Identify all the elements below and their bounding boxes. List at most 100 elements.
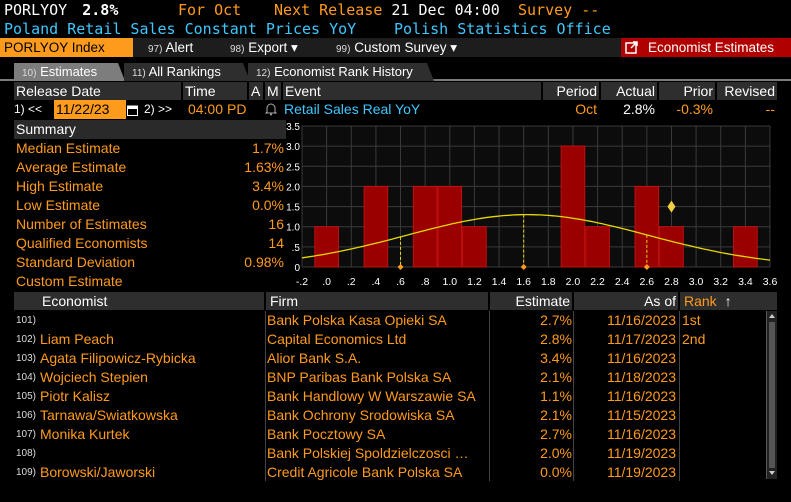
x-tick-label: .0 (322, 276, 331, 288)
alert-button[interactable]: 97) Alert (148, 40, 194, 55)
col-a[interactable]: A (249, 82, 263, 100)
next-release: Next Release 21 Dec 04:00 (274, 1, 500, 19)
table-row[interactable]: 109) Borowski/Jaworski Credit Agricole Ban… (16, 464, 676, 480)
x-tick-label: 1.8 (541, 276, 556, 288)
col-period[interactable]: Period (543, 82, 599, 100)
summary-row-custom[interactable]: Custom Estimate (16, 273, 123, 289)
external-link-icon (625, 41, 638, 54)
y-tick-label: 1.0 (286, 223, 300, 234)
y-tick-label: 3.0 (286, 142, 300, 153)
event-name[interactable]: Retail Sales Real YoY (284, 101, 421, 117)
x-tick-label: 3.0 (689, 276, 704, 288)
x-tick-label: 2.8 (664, 276, 679, 288)
scroll-down-icon (769, 471, 775, 475)
x-tick-label: 3.2 (713, 276, 728, 288)
release-pd: PD (227, 101, 247, 117)
y-tick-label: 3.5 (286, 122, 300, 133)
command-bar: PORLYOY Index 97) Alert 98) Export ▾ 99)… (0, 38, 791, 57)
export-button[interactable]: 98) Export ▾ (230, 40, 298, 55)
marker-diamond (643, 264, 650, 270)
table-row[interactable]: 105) Piotr Kalisz Bank Handlowy W Warszawi… (16, 388, 676, 404)
col-rank[interactable]: Rank ↑ (680, 292, 777, 310)
economist-estimates-button[interactable]: Economist Estimates (621, 38, 791, 57)
col-firm[interactable]: Firm (266, 292, 488, 310)
marker-diamond (397, 264, 404, 270)
actual-value: 2.8% (623, 101, 655, 117)
estimates-histogram: 0 .5 1.0 1.5 2.0 2.5 3.0 3.5 -.2 .0 .2 .4 .6 .8 1.0 1.2… (286, 122, 777, 288)
title-line: PORLYOY 2.8% For Oct Next Release 21 Dec… (4, 1, 599, 20)
x-tick-label: 3.4 (738, 276, 753, 288)
actual-marker (667, 200, 676, 213)
x-tick-label: 1.2 (467, 276, 482, 288)
prev-release-button[interactable]: 1) << (14, 102, 43, 116)
x-tick-label: .8 (421, 276, 430, 288)
x-tick-label: -.2 (296, 276, 308, 288)
col-release-date[interactable]: Release Date (14, 82, 181, 100)
col-actual[interactable]: Actual (601, 82, 657, 100)
indicator-name: Poland Retail Sales Constant Prices YoY (4, 20, 357, 38)
histogram-bar (412, 185, 438, 268)
indicator-line: Poland Retail Sales Constant Prices YoY … (4, 20, 611, 38)
summary-row: Number of Estimates 16 (16, 216, 284, 232)
revised-value: -- (765, 101, 775, 117)
histogram-bar (462, 226, 487, 268)
summary-row: Standard Deviation 0.98% (16, 254, 284, 270)
period-value: Oct (575, 101, 597, 117)
economist-table: 101) Bank Polska Kasa Opieki SA 2.7% 11/16/… (0, 311, 791, 481)
tab-all-rankings[interactable]: 11) All Rankings (124, 63, 250, 81)
table-scrollbar[interactable] (766, 311, 777, 479)
table-row[interactable]: 107) Monika Kurtek Bank Pocztowy SA 2.7% 11/… (16, 426, 676, 442)
index-button[interactable]: PORLYOY Index (0, 38, 133, 57)
next-release-button[interactable]: 2) >> (144, 102, 173, 116)
table-row[interactable]: 102) Liam Peach Capital Economics Ltd 2.8% 1… (16, 331, 706, 347)
sort-up-icon: ↑ (724, 293, 732, 309)
last-value: 2.8% (82, 1, 119, 19)
x-tick-label: .6 (396, 276, 405, 288)
table-row[interactable]: 106) Tarnawa/Swiatkowska Bank Ochrony Srod… (16, 407, 676, 423)
x-tick-label: 1.4 (492, 276, 507, 288)
tab-bar: 10) Estimates 11) All Rankings 12) Econo… (0, 60, 791, 81)
histogram-bar (659, 226, 684, 268)
summary-panel: Summary Median Estimate 1.7% Average Esti… (14, 120, 286, 289)
calendar-icon[interactable] (127, 100, 141, 119)
col-estimate[interactable]: Estimate (490, 292, 572, 310)
summary-row: Qualified Economists 14 (16, 235, 284, 251)
col-m[interactable]: M (265, 82, 281, 100)
table-row[interactable]: 101) Bank Polska Kasa Opieki SA 2.7% 11/16/… (16, 312, 701, 328)
x-tick-label: .4 (372, 276, 381, 288)
col-event[interactable]: Event (283, 82, 541, 100)
histogram-bar (363, 185, 389, 268)
chevron-down-icon: ▾ (291, 40, 298, 55)
col-revised[interactable]: Revised (717, 82, 777, 100)
distribution-curve (301, 213, 771, 261)
for-label: For Oct (178, 1, 242, 19)
y-tick-label: .5 (292, 243, 301, 254)
table-row[interactable]: 108) Bank Polskiej Spoldzielczosci … 2.0% 1… (16, 445, 676, 461)
col-as-of[interactable]: As of (574, 292, 678, 310)
chevron-down-icon: ▾ (450, 40, 458, 55)
col-time[interactable]: Time (183, 82, 247, 100)
tab-economist-rank-history[interactable]: 12) Economist Rank History (248, 63, 434, 81)
x-tick-label: 1.0 (442, 276, 457, 288)
release-time: 04:00 (187, 101, 223, 117)
histogram-bar (733, 226, 758, 268)
custom-survey-button[interactable]: 99) Custom Survey ▾ (336, 40, 458, 55)
summary-title: Summary (14, 120, 286, 139)
summary-row: Low Estimate 0.0% (16, 197, 284, 213)
summary-row: High Estimate 3.4% (16, 178, 284, 194)
col-economist[interactable]: Economist (14, 292, 264, 310)
bell-icon[interactable] (264, 100, 281, 119)
summary-row: Median Estimate 1.7% (16, 140, 284, 156)
ticker: PORLYOY (4, 1, 68, 19)
col-prior[interactable]: Prior (659, 82, 715, 100)
table-row[interactable]: 104) Wojciech Stepien BNP Paribas Bank Pol… (16, 369, 676, 385)
x-tick-label: 2.6 (640, 276, 655, 288)
tab-estimates[interactable]: 10) Estimates (14, 63, 125, 81)
release-date-input[interactable]: 11/22/23 (54, 100, 126, 119)
survey: Survey -- (518, 1, 600, 19)
marker-diamond (520, 264, 527, 270)
table-row[interactable]: 103) Agata Filipowicz-Rybicka Alior Bank S… (16, 350, 676, 366)
histogram-bar (314, 226, 339, 268)
summary-row: Average Estimate 1.63% (16, 159, 284, 175)
source-name: Polish Statistics Office (394, 20, 611, 38)
